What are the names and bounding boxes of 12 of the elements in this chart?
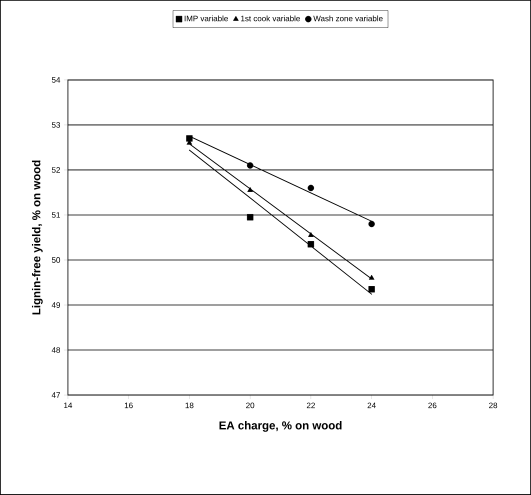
point [246,214,254,220]
point [368,286,375,292]
point [368,220,375,228]
point [186,135,193,142]
point [247,187,253,192]
point [368,274,374,280]
x-axis-title: EA charge, % on wood [220,421,342,432]
point [308,184,314,192]
point [308,232,314,237]
y-axis-title: Lignin-free yield, % on wood [32,160,43,314]
point [308,241,314,248]
point [246,162,254,169]
